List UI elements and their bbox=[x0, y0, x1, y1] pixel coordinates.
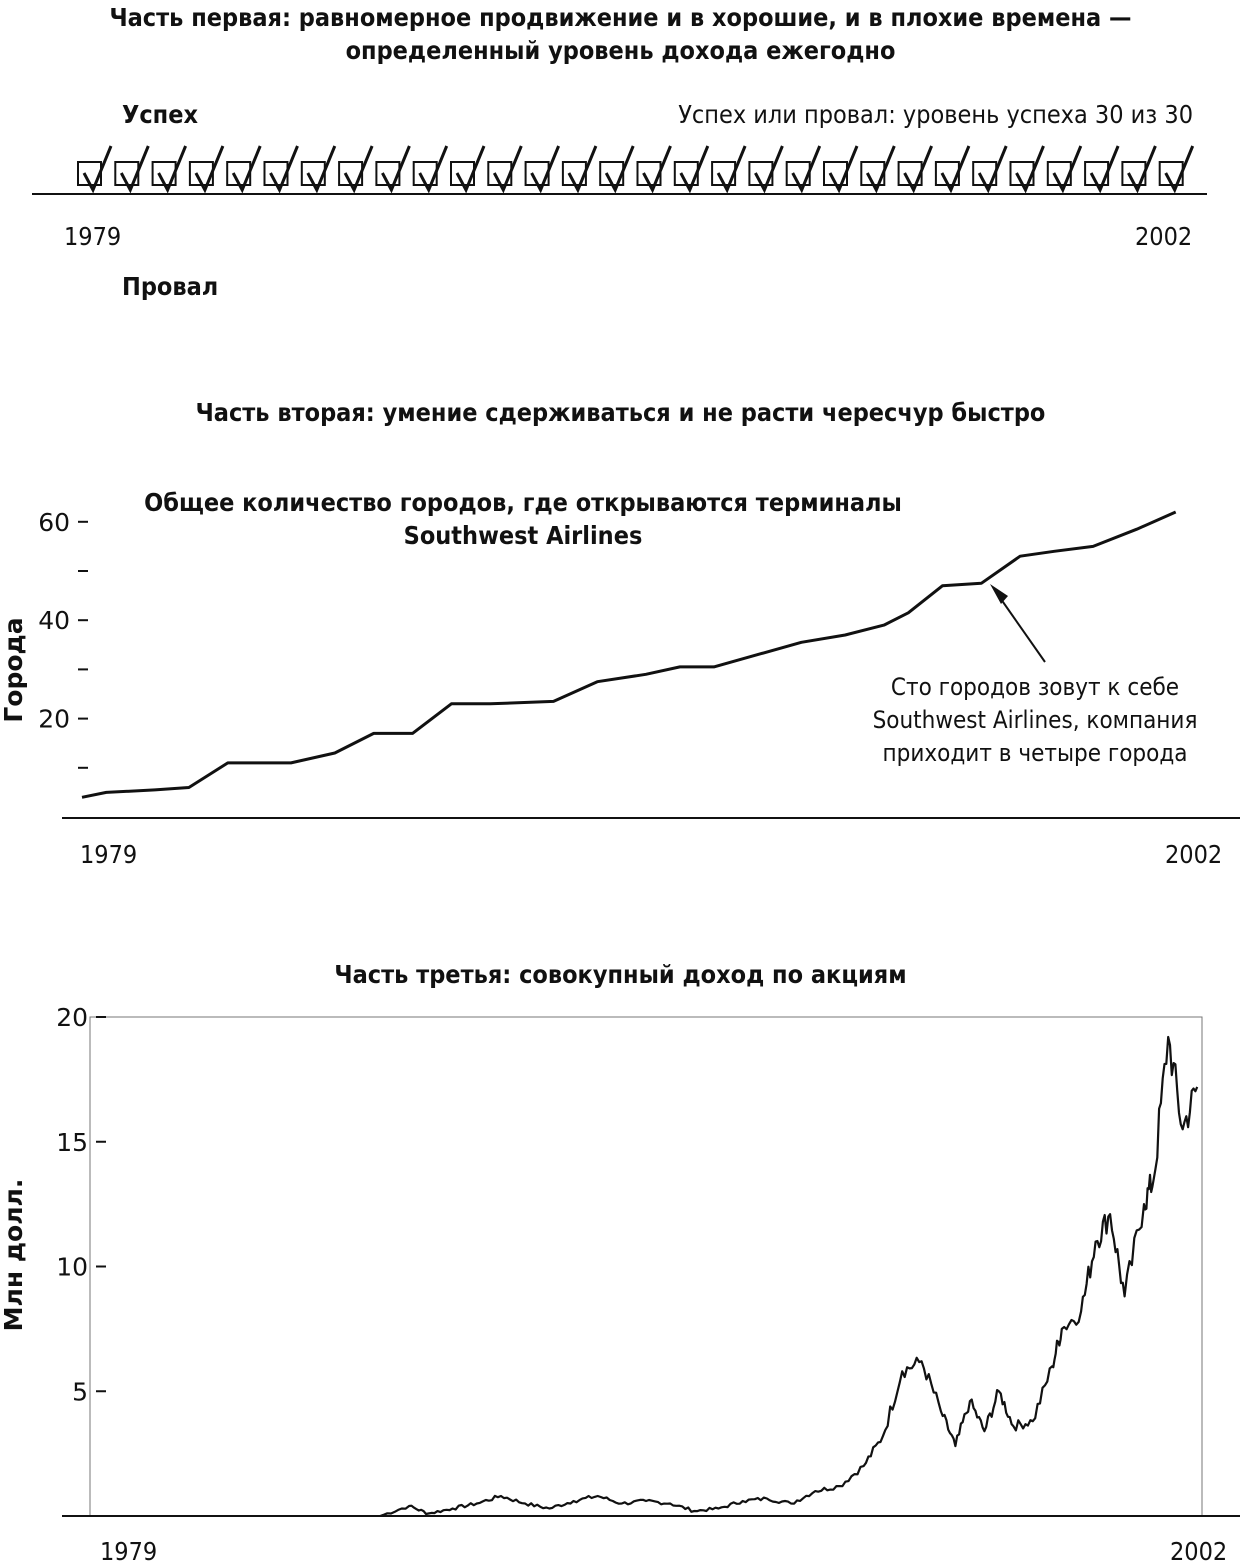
checkmark-icon bbox=[716, 145, 747, 194]
part2-section-title: Часть вторая: умение сдерживаться и не р… bbox=[195, 398, 1046, 427]
checkmark-icon bbox=[1127, 145, 1157, 194]
y-tick-label: 40 bbox=[38, 606, 70, 635]
checkmark-icon bbox=[194, 145, 225, 194]
cities-series-line bbox=[81, 510, 1177, 799]
y-tick-label: 10 bbox=[56, 1253, 88, 1282]
part2-start-year: 1979 bbox=[80, 840, 138, 869]
checkmark-icon bbox=[604, 145, 635, 194]
y-tick-label: 20 bbox=[38, 705, 70, 734]
checkmark-icon bbox=[82, 145, 113, 194]
y-tick-label: 15 bbox=[56, 1128, 88, 1157]
part1-title-line1: Часть первая: равномерное продвижение и … bbox=[109, 3, 1132, 32]
checkmark-icon bbox=[455, 145, 486, 194]
annotation-line1: Сто городов зовут к себе bbox=[890, 673, 1180, 701]
part2-chart-title-line2: Southwest Airlines bbox=[403, 521, 643, 550]
checkmark-icon bbox=[642, 145, 672, 194]
checkmark-icon bbox=[791, 145, 822, 194]
part3-start-year: 1979 bbox=[100, 1537, 158, 1566]
checkmark-icon bbox=[1015, 145, 1045, 194]
failure-label: Провал bbox=[122, 272, 219, 301]
checkmark-icon bbox=[418, 145, 449, 194]
part1-end-year: 2002 bbox=[1135, 222, 1193, 251]
checkmark-icon bbox=[977, 145, 1008, 194]
annotation-line3: приходит в четыре города bbox=[882, 739, 1188, 767]
checkmark-icon bbox=[1052, 145, 1083, 194]
cities-chart: 20 40 60 Города bbox=[0, 508, 1240, 819]
checkmark-icon bbox=[567, 145, 598, 194]
checkmark-icon bbox=[679, 145, 710, 194]
part3-title: Часть третья: совокупный доход по акциям bbox=[334, 960, 907, 989]
annotation-line2: Southwest Airlines, компания bbox=[872, 706, 1198, 734]
y-tick-label: 60 bbox=[38, 508, 70, 537]
checkmark-icon bbox=[269, 145, 299, 194]
checkmark-icon bbox=[530, 145, 560, 194]
checkmark-icon bbox=[119, 145, 150, 194]
plot-frame bbox=[89, 1016, 1203, 1517]
checkmark-icon bbox=[306, 145, 337, 194]
checkmark-icon bbox=[865, 145, 896, 194]
y-axis-label: Млн долл. bbox=[0, 1179, 28, 1332]
y-tick-label: 20 bbox=[56, 1003, 88, 1032]
arrow-head-icon bbox=[990, 584, 1008, 604]
stock-return-series-line bbox=[379, 1035, 1199, 1518]
annotation-arrow-line bbox=[995, 591, 1046, 663]
part2-chart-title-line1: Общее количество городов, где открываютс… bbox=[144, 488, 902, 517]
checkbox-row bbox=[32, 145, 1207, 195]
checkmark-icon bbox=[940, 145, 971, 194]
checkmark-icon bbox=[828, 145, 859, 194]
part2-end-year: 2002 bbox=[1165, 840, 1223, 869]
checkmark-icon bbox=[157, 145, 187, 194]
checkmark-icon bbox=[903, 145, 933, 194]
part1-note: Успех или провал: уровень успеха 30 из 3… bbox=[678, 100, 1193, 129]
checkmark-icon bbox=[492, 145, 523, 194]
part1-title-line2: определенный уровень дохода ежегодно bbox=[345, 36, 896, 65]
checkmark-icon bbox=[754, 145, 784, 194]
part1-start-year: 1979 bbox=[64, 222, 122, 251]
checkmark-icon bbox=[1089, 145, 1120, 194]
y-axis-label: Города bbox=[0, 617, 28, 722]
y-tick-label: 5 bbox=[72, 1377, 88, 1406]
checkmark-icon bbox=[1164, 145, 1195, 194]
stock-return-chart: 5 10 15 20 Млн долл. bbox=[0, 1003, 1240, 1518]
checkmark-icon bbox=[381, 145, 411, 194]
checkmark-icon bbox=[231, 145, 262, 194]
checkmark-icon bbox=[343, 145, 374, 194]
part3-end-year: 2002 bbox=[1170, 1537, 1228, 1566]
success-label: Успех bbox=[122, 100, 198, 129]
